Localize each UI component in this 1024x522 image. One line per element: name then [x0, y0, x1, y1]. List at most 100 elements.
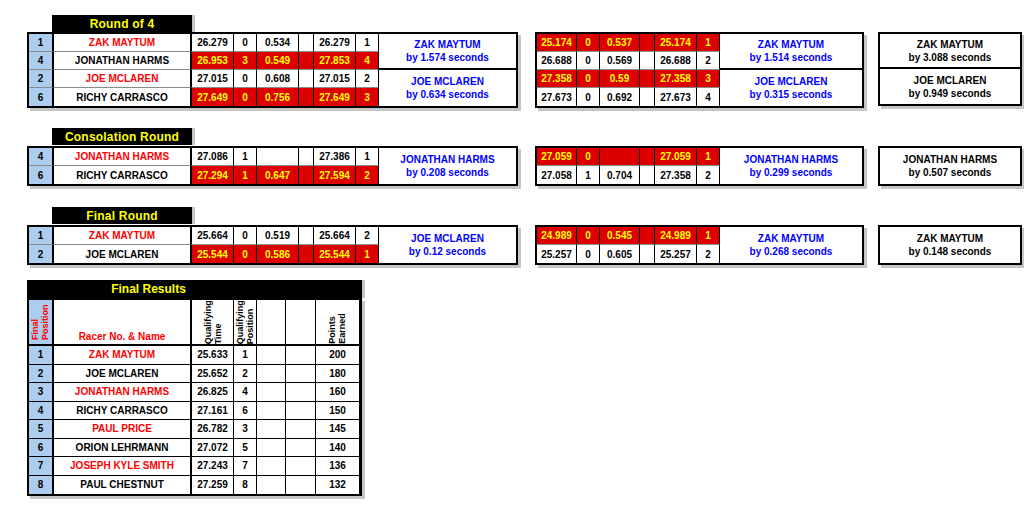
final-time-cell: 25.544 — [314, 245, 356, 263]
final-time-cell: 27.594 — [314, 166, 356, 184]
final-position-cell: 8 — [29, 476, 54, 495]
consolation-overall-winner-box: JONATHAN HARMS by 0.507 seconds — [878, 146, 1022, 186]
winner-name: JONATHAN HARMS — [903, 153, 997, 166]
fouls-cell: 0 — [577, 52, 600, 70]
final-position-cell: 6 — [29, 439, 54, 458]
consolation-round-title: Consolation Round — [52, 128, 192, 145]
blank-cell — [257, 439, 286, 458]
seed-cell: 2 — [29, 245, 54, 263]
finish-place-cell: 2 — [356, 166, 379, 184]
blank-cell — [257, 383, 286, 402]
finish-place-cell: 1 — [697, 34, 720, 52]
finish-place-cell: 2 — [356, 70, 379, 88]
winner-name: ZAK MAYTUM — [414, 38, 480, 51]
heat-winner-cell: JOE MCLAREN by 0.12 seconds — [379, 227, 516, 263]
final-position-cell: 2 — [29, 365, 54, 384]
gap-cell — [299, 70, 314, 88]
winner-margin: by 0.634 seconds — [406, 88, 489, 101]
blank-cell — [257, 457, 286, 476]
blank-cell — [286, 383, 316, 402]
winner-name: ZAK MAYTUM — [758, 232, 824, 245]
finish-place-cell: 2 — [697, 52, 720, 70]
finish-place-cell: 4 — [697, 88, 720, 106]
heat-time-cell: 27.059 — [537, 148, 577, 166]
fouls-cell: 1 — [577, 166, 600, 184]
blank-header — [257, 300, 286, 346]
heat-time-cell: 27.294 — [192, 166, 234, 184]
blank-cell — [286, 439, 316, 458]
fouls-cell: 0 — [577, 70, 600, 88]
qualifying-time-cell: 25.652 — [192, 365, 234, 384]
gap-cell — [640, 148, 655, 166]
points-earned-header: Points Earned — [316, 300, 360, 346]
reaction-time-cell: 0.605 — [600, 245, 640, 263]
heat-winner-cell: JOE MCLAREN by 0.634 seconds — [379, 70, 516, 106]
final-time-cell: 27.386 — [314, 148, 356, 166]
final-position-cell: 3 — [29, 383, 54, 402]
heat-time-cell: 27.358 — [537, 70, 577, 88]
finish-place-cell: 1 — [356, 34, 379, 52]
winner-name: JOE MCLAREN — [755, 75, 828, 88]
qualifying-position-cell: 4 — [234, 383, 257, 402]
reaction-time-cell: 0.647 — [257, 166, 299, 184]
heat-winner-cell: ZAK MAYTUM by 1.574 seconds — [379, 34, 516, 70]
winner-margin: by 0.507 seconds — [909, 166, 992, 179]
qualifying-time-cell: 27.161 — [192, 402, 234, 421]
racer-name-header: Racer No. & Name — [54, 300, 192, 346]
heat-time-cell: 27.086 — [192, 148, 234, 166]
final-time-cell: 25.174 — [655, 34, 697, 52]
heat-time-cell: 24.989 — [537, 227, 577, 245]
heat-time-cell: 26.688 — [537, 52, 577, 70]
finish-place-cell: 3 — [697, 70, 720, 88]
points-earned-cell: 180 — [316, 365, 360, 384]
round-of-4-run2-table: 25.174 0 0.537 25.174 1 ZAK MAYTUM by 1.… — [535, 32, 864, 108]
winner-name: JOE MCLAREN — [914, 74, 987, 87]
winner-margin: by 0.268 seconds — [750, 245, 833, 258]
final-results-title: Final Results — [27, 280, 362, 298]
points-earned-cell: 200 — [316, 346, 360, 365]
seed-cell: 1 — [29, 34, 54, 52]
racer-name-cell: JOSEPH KYLE SMITH — [54, 457, 192, 476]
heat-time-cell: 25.257 — [537, 245, 577, 263]
blank-cell — [257, 420, 286, 439]
qualifying-position-cell: 2 — [234, 365, 257, 384]
gap-cell — [640, 227, 655, 245]
fouls-cell: 0 — [234, 34, 257, 52]
winner-margin: by 0.12 seconds — [409, 245, 486, 258]
points-earned-cell: 160 — [316, 383, 360, 402]
winner-margin: by 0.148 seconds — [909, 245, 992, 258]
racer-name-cell: JONATHAN HARMS — [54, 148, 192, 166]
final-position-cell: 5 — [29, 420, 54, 439]
racer-name-cell: ZAK MAYTUM — [54, 346, 192, 365]
winner-margin: by 0.949 seconds — [909, 87, 992, 100]
consolation-run2-table: 27.059 0 27.059 1 JONATHAN HARMS by 0.29… — [535, 146, 864, 186]
blank-header — [286, 300, 316, 346]
final-position-cell: 7 — [29, 457, 54, 476]
final-position-cell: 1 — [29, 346, 54, 365]
reaction-time-cell: 0.586 — [257, 245, 299, 263]
qualifying-position-cell: 7 — [234, 457, 257, 476]
racer-name-cell: ZAK MAYTUM — [54, 227, 192, 245]
heat-time-cell: 27.015 — [192, 70, 234, 88]
fouls-cell: 0 — [577, 88, 600, 106]
gap-cell — [640, 245, 655, 263]
blank-cell — [257, 346, 286, 365]
racer-name-cell: ORION LEHRMANN — [54, 439, 192, 458]
gap-cell — [640, 166, 655, 184]
round-of-4-title: Round of 4 — [52, 15, 192, 32]
seed-cell: 2 — [29, 70, 54, 88]
finish-place-cell: 2 — [356, 227, 379, 245]
finish-place-cell: 3 — [356, 88, 379, 106]
race-results-sheet: Round of 4 1 ZAK MAYTUM 26.279 0 0.534 2… — [0, 0, 1024, 522]
consolation-run1-table: 4 JONATHAN HARMS 27.086 1 27.386 1 JONAT… — [27, 146, 518, 186]
reaction-time-cell: 0.608 — [257, 70, 299, 88]
reaction-time-cell: 0.756 — [257, 88, 299, 106]
racer-name-cell: PAUL PRICE — [54, 420, 192, 439]
winner-margin: by 0.315 seconds — [750, 88, 833, 101]
fouls-cell: 0 — [234, 245, 257, 263]
racer-name-cell: RICHY CARRASCO — [54, 402, 192, 421]
winner-margin: by 0.208 seconds — [406, 166, 489, 179]
gap-cell — [640, 52, 655, 70]
finish-place-cell: 2 — [697, 166, 720, 184]
final-position-header: Final Position — [29, 300, 54, 346]
